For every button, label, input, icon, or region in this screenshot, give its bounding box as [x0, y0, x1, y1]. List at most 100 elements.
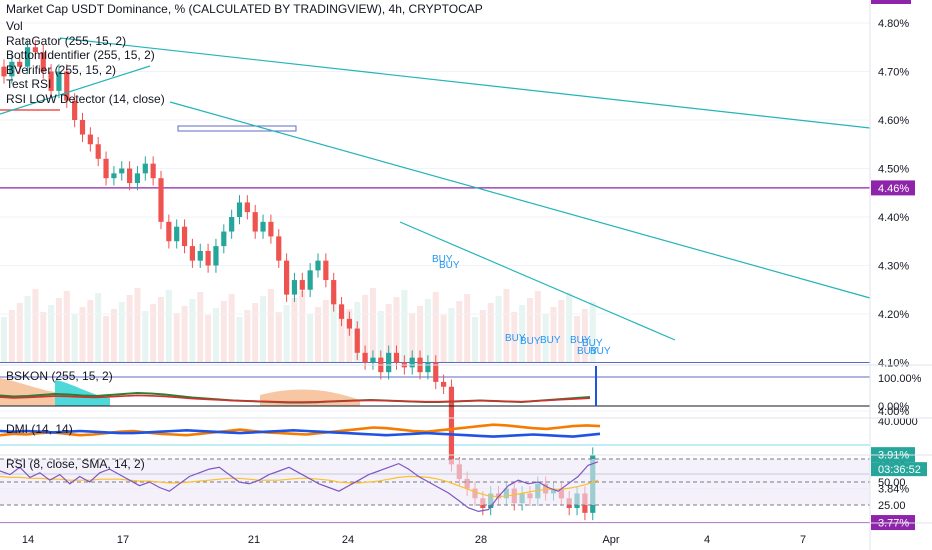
countdown-tag [871, 462, 927, 477]
volume-bar [1, 317, 7, 362]
candle-body [338, 304, 345, 319]
volume-bar [142, 311, 149, 362]
dmi-tick-label: 40.0000 [878, 416, 918, 428]
indicator-bottomidentifier[interactable]: BottomIdentifier (255, 15, 2) [6, 48, 155, 63]
volume-bar [330, 293, 337, 362]
volume-bar [464, 294, 471, 362]
volume-bar [134, 288, 141, 362]
candle-body [315, 260, 321, 271]
buy-label: BUY [570, 335, 591, 346]
time-tick-label: Apr [602, 534, 619, 546]
chart-title: Market Cap USDT Dominance, % (CALCULATED… [6, 2, 483, 16]
volume-bar [511, 312, 518, 362]
rsi-tick-label: 50.00 [878, 477, 906, 489]
candle-body [87, 134, 93, 145]
volume-bar [495, 296, 502, 362]
indicator-ratagator[interactable]: RataGator (255, 15, 2) [6, 33, 127, 48]
candle-body [323, 260, 329, 281]
candle-body [370, 357, 376, 363]
volume-bar [401, 290, 408, 362]
time-tick-label: 21 [248, 534, 260, 546]
candle-body [119, 168, 125, 174]
volume-bar [103, 316, 110, 362]
volume-bar [79, 307, 86, 362]
dmi-plus-line [0, 423, 601, 437]
volume-bar [40, 312, 47, 362]
volume-bar [252, 303, 259, 362]
volume-bar [110, 309, 117, 362]
candle-body [111, 173, 117, 179]
buy-label: BUY [432, 254, 453, 265]
volume-bar [566, 293, 573, 362]
volume-bar [558, 300, 565, 362]
volume-bar [291, 298, 298, 362]
indicator-vol[interactable]: Vol [6, 19, 23, 33]
volume-bar [205, 315, 212, 362]
volume-bar [385, 304, 392, 362]
indicator-test-rsi[interactable]: Test RSI [6, 77, 52, 92]
candle-body [268, 221, 274, 237]
volume-bar [299, 291, 306, 362]
price-tick-label: 4.60% [878, 115, 909, 127]
volume-bar [260, 296, 267, 362]
candle-body [189, 246, 195, 261]
buy-label: BUY [590, 346, 611, 357]
volume-bar [519, 305, 526, 362]
candle-body [221, 231, 227, 247]
candle-body [72, 100, 78, 120]
volume-bar [150, 304, 157, 362]
volume-bar [275, 312, 282, 362]
volume-bar [118, 302, 125, 362]
volume-bar [479, 310, 486, 362]
time-tick-label: 17 [117, 534, 129, 546]
volume-bar [369, 288, 376, 362]
indicator-legend: Vol RataGator (255, 15, 2) BottomIdentif… [6, 19, 165, 107]
volume-bar [158, 297, 164, 362]
candle-body [174, 226, 180, 242]
buy-label: BUY [582, 338, 603, 349]
buy-label: BUY [505, 333, 526, 344]
dmi-label[interactable]: DMI (14, 14) [6, 422, 73, 436]
trend-line [169, 101, 871, 299]
zone-box [177, 125, 297, 132]
candle-body [64, 71, 70, 101]
volume-bar [315, 307, 321, 362]
volume-bar [173, 313, 180, 362]
trend-line [399, 221, 676, 341]
candle-body [95, 144, 101, 159]
volume-bar [362, 295, 369, 362]
candle-body [425, 362, 431, 373]
time-axis[interactable]: 14 17 21 24 28 Apr 4 7 [22, 534, 806, 546]
volume-bar [55, 298, 62, 362]
price-tag-text: 4.46% [878, 183, 909, 195]
candle-body [40, 52, 46, 72]
candle-body [393, 352, 400, 363]
candle-body [32, 47, 38, 53]
volume-bar [432, 292, 439, 362]
buy-label: BUY [439, 260, 460, 271]
volume-bar [126, 295, 133, 362]
volume-bar [32, 289, 39, 362]
price-tick-label: 4.10% [878, 358, 909, 370]
indicator-rsi-low-detector[interactable]: RSI LOW Detector (14, close) [6, 91, 165, 106]
rsi-line [0, 461, 599, 513]
price-tick-label: 4.40% [878, 212, 909, 224]
candle-body [307, 270, 313, 290]
candle-body [79, 120, 86, 135]
bskon-label[interactable]: BSKON (255, 15, 2) [6, 369, 113, 383]
volume-bar [448, 308, 455, 362]
volume-bar [283, 305, 290, 362]
candle-body [9, 61, 15, 77]
price-tick-label: 4.20% [878, 309, 909, 321]
bskon-tick-label: 0.00% [878, 401, 909, 413]
volume-bar [550, 307, 557, 362]
dmi-pane: 40.0000 [0, 416, 918, 438]
rsi-label[interactable]: RSI (8, close, SMA, 14, 2) [6, 457, 145, 471]
price-tick-label: 4.00% [878, 406, 909, 418]
candle-body [103, 158, 109, 179]
indicator-bverifier[interactable]: BVerifier (255, 15, 2) [6, 62, 117, 77]
volume-bar [307, 314, 314, 362]
volume-bar [48, 305, 55, 362]
